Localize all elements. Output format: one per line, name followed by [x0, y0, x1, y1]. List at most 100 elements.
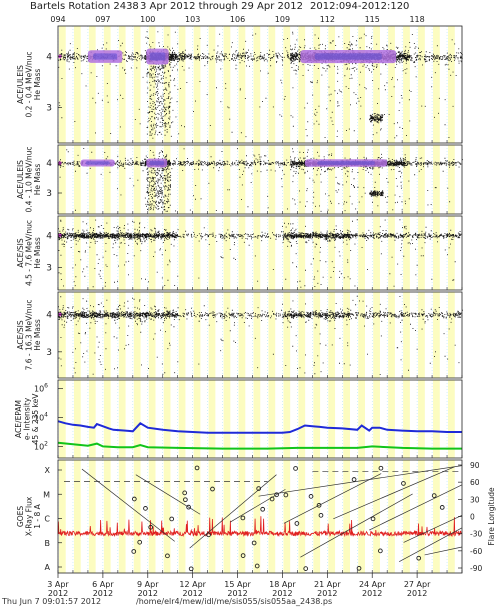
flare-event-marker [308, 494, 314, 499]
flare-longitude-track [300, 493, 413, 558]
date-tick-year: 2012 [362, 589, 382, 598]
flare-event-marker [378, 465, 384, 471]
flare-event-marker [260, 506, 266, 512]
day-stripe [133, 216, 141, 290]
day-stripe [418, 216, 425, 290]
day-stripe [193, 216, 201, 290]
epam-low-energy-line [57, 441, 462, 450]
day-stripe [418, 380, 425, 458]
panel-ylabel-line: e- Intensity [23, 397, 32, 440]
flare-longitude-track [189, 474, 277, 549]
doy-tick-label: 100 [140, 15, 155, 24]
day-stripe [163, 145, 171, 214]
flare-event-marker [439, 505, 445, 510]
flare-event-marker [240, 553, 246, 558]
panel-ylabel-line: He Mass [33, 237, 42, 269]
day-stripe [103, 460, 111, 573]
day-stripe [193, 460, 201, 573]
day-stripe [358, 216, 365, 290]
day-stripe [313, 216, 321, 290]
day-stripe [418, 460, 425, 573]
y-tick-label: 4 [46, 159, 52, 169]
day-stripe [133, 26, 141, 143]
day-stripe [403, 216, 410, 290]
flare-event-marker [351, 477, 357, 482]
day-stripe [388, 460, 395, 573]
flare-event-marker [182, 490, 188, 496]
flare-event-marker [294, 521, 300, 526]
flare-longitude-track [81, 468, 175, 542]
date-tick-year: 2012 [182, 589, 202, 598]
day-stripe [283, 26, 291, 143]
flare-event-marker [169, 516, 175, 522]
day-stripe [358, 145, 365, 214]
flare-event-marker [131, 549, 137, 554]
flare-event-marker [256, 486, 262, 491]
day-stripe [358, 380, 365, 458]
day-stripe [103, 145, 111, 214]
day-stripe [328, 26, 336, 143]
flare-event-marker [131, 496, 137, 502]
panel-ylabel: ACE/ULEIS0.2 - 0.4 MeV/nucHe Mass [16, 51, 42, 117]
day-stripe [148, 26, 156, 143]
day-stripe [88, 292, 96, 378]
y-tick-label: A [45, 563, 51, 572]
day-stripe [208, 460, 216, 573]
day-stripe [103, 380, 111, 458]
day-stripe [238, 216, 246, 290]
day-stripe [358, 460, 365, 573]
scatter-points-group [58, 148, 463, 212]
date-tick-label: 18 Apr [269, 580, 296, 589]
day-stripe [268, 380, 276, 458]
day-stripe [433, 216, 440, 290]
day-stripe [433, 380, 440, 458]
flare-event-marker [416, 555, 422, 561]
date-tick-label: 3 Apr [47, 580, 69, 589]
day-stripe [73, 460, 81, 573]
day-stripe [163, 216, 171, 290]
day-stripe [403, 292, 410, 378]
day-stripe [328, 145, 336, 214]
day-stripe [118, 292, 126, 378]
day-stripe [103, 26, 111, 143]
day-stripe [133, 380, 141, 458]
y-tick-label: 102 [34, 440, 48, 451]
day-stripe [178, 216, 186, 290]
date-tick-year: 2012 [407, 589, 427, 598]
date-tick-year: 2012 [272, 589, 292, 598]
day-stripe [59, 460, 66, 573]
day-stripe [268, 216, 276, 290]
flare-event-marker [274, 492, 279, 498]
panel-ylabel-line: 0.4 - 1.0 MeV/nuc [25, 146, 34, 212]
day-stripe [268, 292, 276, 378]
day-stripe [163, 460, 171, 573]
panel-ylabel-line: X-Ray Flux [25, 496, 34, 536]
day-stripe [88, 145, 96, 214]
day-stripe [73, 26, 81, 143]
flare-event-marker [316, 502, 322, 508]
doy-tick-label: 109 [275, 15, 290, 24]
flare-longitude-track [333, 466, 455, 520]
day-stripe [373, 460, 380, 573]
day-stripe [373, 216, 380, 290]
day-stripe [388, 26, 395, 143]
day-stripe [328, 380, 336, 458]
day-stripe [418, 292, 425, 378]
day-stripe [223, 26, 231, 143]
day-stripe [298, 380, 306, 458]
day-stripe [433, 292, 440, 378]
date-tick-label: 24 Apr [359, 580, 386, 589]
flare-event-marker [318, 512, 324, 518]
day-stripe [133, 292, 141, 378]
day-stripe [388, 216, 395, 290]
day-stripe [373, 145, 380, 214]
panel-ylabel-line: He Mass [33, 319, 42, 351]
y-tick-label: M [43, 490, 50, 499]
y-tick-exponent: 6 [44, 383, 48, 390]
flare-event-marker [186, 504, 191, 510]
day-stripe [313, 145, 321, 214]
flare-event-marker [137, 539, 143, 545]
flare-event-marker [356, 565, 362, 571]
panel-ylabel-line: 1 - 8 A [33, 503, 42, 528]
